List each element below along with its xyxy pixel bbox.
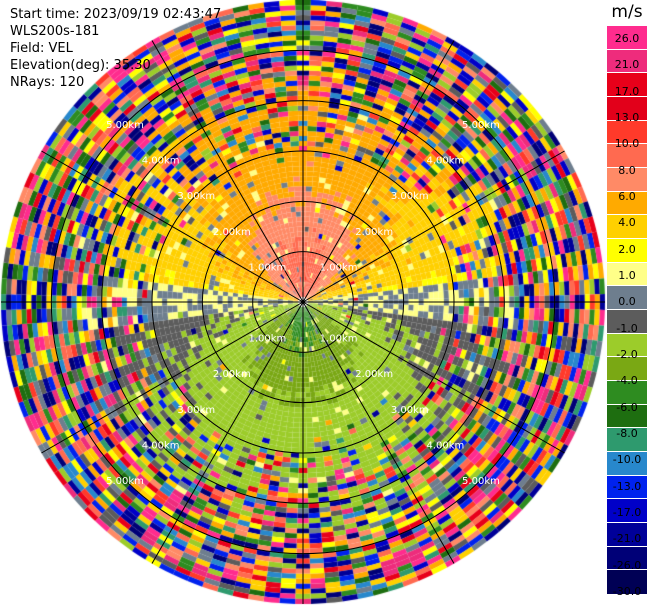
azimuth-spoke	[302, 301, 455, 564]
colorbar-swatch	[607, 474, 647, 500]
colorbar-tick: -6.0	[616, 400, 638, 414]
colorbar-swatch	[607, 261, 647, 287]
colorbar-tick: 2.0	[618, 242, 636, 256]
range-ring-label: 4.00km	[142, 156, 180, 167]
field-label: Field: VEL	[10, 41, 73, 56]
site-label: WLS200s-181	[10, 24, 100, 39]
range-ring-label: 4.00km	[426, 156, 464, 167]
azimuth-spoke	[302, 301, 565, 454]
colorbar-tick: 4.0	[618, 216, 636, 230]
colorbar-swatch	[607, 403, 647, 429]
azimuth-spoke	[41, 301, 304, 454]
range-ring-label: 2.00km	[355, 227, 393, 238]
colorbar-swatch	[607, 545, 647, 571]
azimuth-spoke	[151, 301, 304, 564]
colorbar-swatch	[607, 309, 647, 334]
colorbar-tick: -10.0	[612, 453, 642, 467]
colorbar-tick: -21.0	[612, 532, 642, 546]
colorbar-swatch	[607, 498, 647, 523]
colorbar-swatch	[607, 48, 647, 74]
colorbar-tick: -30.0	[612, 585, 642, 598]
scan-info: Start time: 2023/09/19 02:43:47 WLS200s-…	[10, 6, 221, 91]
range-ring-label: 4.00km	[426, 440, 464, 451]
colorbar-swatch	[607, 356, 647, 381]
colorbar-tick: 8.0	[618, 163, 636, 177]
azimuth-spoke	[151, 40, 304, 303]
range-ring-label: 1.00km	[249, 262, 287, 273]
velocity-colorbar: m/s 26.0 21.0 17.0 13.0 10.0 8.0 6.0 4.0 2.0 1.0 0…	[607, 0, 647, 607]
azimuth-spoke	[302, 150, 565, 303]
colorbar-swatch	[607, 72, 647, 97]
colorbar-tick: 13.0	[614, 111, 640, 124]
range-ring-label: 5.00km	[462, 476, 500, 487]
colorbar-tick: -13.0	[612, 479, 642, 493]
range-ring-label: 4.00km	[142, 440, 180, 451]
colorbar-swatch	[607, 451, 647, 476]
colorbar-tick: 21.0	[614, 58, 640, 72]
colorbar-tick: -4.0	[616, 374, 638, 388]
colorbar-tick: 10.0	[614, 137, 640, 151]
range-ring-label: 3.00km	[391, 405, 429, 416]
range-ring-label: 1.00km	[320, 262, 358, 273]
colorbar-tick: -17.0	[612, 506, 642, 519]
azimuth-spoke	[302, 40, 455, 303]
colorbar-swatch	[607, 427, 647, 452]
colorbar-tick: 0.0	[618, 295, 636, 309]
colorbar-swatch	[607, 569, 647, 594]
colorbar-tick: 6.0	[618, 190, 636, 203]
range-ring-label: 3.00km	[177, 191, 215, 202]
colorbar-swatch	[607, 96, 647, 121]
azimuth-spoke	[41, 150, 304, 303]
colorbar-swatch	[607, 332, 647, 358]
colorbar-swatch	[607, 238, 647, 263]
colorbar-unit: m/s	[611, 2, 643, 22]
range-ring-label: 2.00km	[213, 227, 251, 238]
colorbar-tick: -1.0	[616, 321, 638, 335]
colorbar-swatch	[607, 119, 647, 145]
range-ring-label: 5.00km	[462, 120, 500, 131]
range-ring-label: 5.00km	[106, 476, 144, 487]
colorbar-tick: 1.0	[618, 269, 636, 282]
colorbar-swatch	[607, 167, 647, 192]
colorbar-tick: -26.0	[612, 558, 642, 572]
start-time-label: Start time: 2023/09/19 02:43:47	[10, 7, 222, 22]
colorbar-tick: -8.0	[616, 427, 638, 440]
colorbar-swatch	[607, 380, 647, 405]
range-ring-label: 3.00km	[391, 191, 429, 202]
colorbar-tick: 26.0	[614, 32, 640, 45]
range-ring-label: 2.00km	[355, 369, 393, 380]
elevation-label: Elevation(deg): 35.30	[10, 58, 151, 73]
nrays-label: NRays: 120	[10, 75, 85, 90]
colorbar-swatch	[607, 214, 647, 239]
range-ring-label: 1.00km	[320, 334, 358, 345]
colorbar-swatch	[607, 285, 647, 310]
colorbar-swatch	[607, 190, 647, 216]
range-ring-label: 1.00km	[249, 334, 287, 345]
range-ring-label: 2.00km	[213, 369, 251, 380]
colorbar-swatch	[607, 143, 647, 168]
colorbar-tick: 17.0	[614, 84, 640, 98]
range-ring-label: 5.00km	[106, 120, 144, 131]
range-ring-label: 3.00km	[177, 405, 215, 416]
colorbar-swatch	[607, 522, 647, 547]
colorbar-swatch	[607, 25, 647, 50]
colorbar-tick: -2.0	[616, 348, 638, 361]
